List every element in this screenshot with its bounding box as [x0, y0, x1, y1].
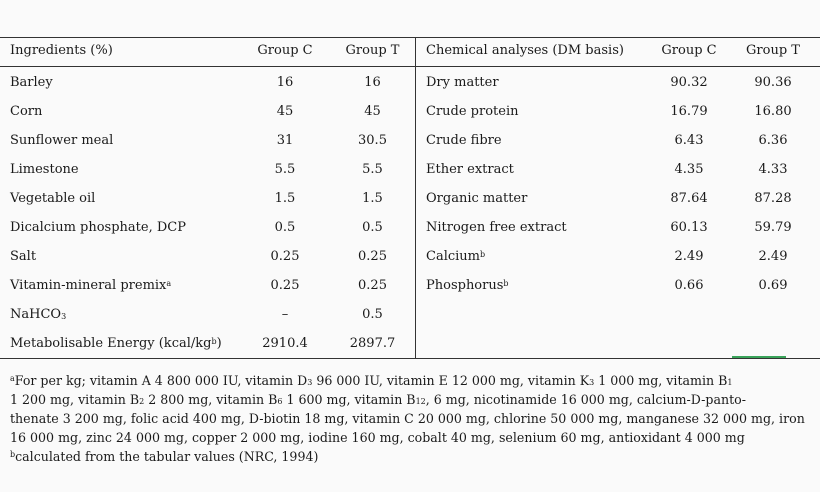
ingredient-row-group-c-value: 0.5: [274, 220, 296, 235]
analysis-row-group-t-value: 6.36: [758, 133, 788, 148]
header-rule: [0, 66, 820, 67]
analysis-row-label: Dry matter: [426, 75, 499, 90]
ingredient-row-group-t-value: 0.5: [362, 307, 383, 322]
ingredient-row-label: Salt: [10, 249, 37, 264]
analysis-row-label: Ether extract: [426, 162, 514, 177]
ingredient-row-label: NaHCO3: [10, 307, 67, 322]
header-group-t-left: Group T: [345, 43, 400, 58]
ingredient-row-group-c-value: 16: [276, 75, 294, 90]
ingredient-row-group-c-value: 0.25: [270, 249, 300, 264]
analysis-row-group-t-value: 2.49: [758, 249, 788, 264]
ingredient-row-group-c-value: 31: [276, 133, 294, 148]
ingredient-row-group-c-value: 1.5: [274, 191, 296, 206]
ingredient-row-group-t-value: 2897.7: [349, 336, 396, 351]
ingredient-row-group-c-value: 5.5: [274, 162, 296, 177]
ingredient-row-group-c-value: –: [281, 307, 289, 322]
analysis-row-group-c-value: 60.13: [670, 220, 708, 235]
analysis-row-group-c-value: 87.64: [670, 191, 708, 206]
footnote-b: bcalculated from the tabular values (NRC…: [10, 449, 319, 464]
footnote-a-line-4: 16 000 mg, zinc 24 000 mg, copper 2 000 …: [10, 430, 745, 445]
ingredient-row-group-t-value: 30.5: [358, 133, 387, 148]
footnote-a-line-2: 1 200 mg, vitamin B2 2 800 mg, vitamin B…: [10, 392, 746, 407]
header-ingredients: Ingredients (%): [10, 43, 113, 58]
footnote-a-line-3: thenate 3 200 mg, folic acid 400 mg, D-b…: [10, 411, 805, 426]
analysis-row-group-c-value: 6.43: [674, 133, 704, 148]
ingredient-row-label: Corn: [10, 104, 43, 119]
analysis-row-label: Nitrogen free extract: [426, 220, 567, 235]
analysis-row-group-c-value: 0.66: [674, 278, 704, 293]
footnote-a-line-1: aFor per kg; vitamin A 4 800 000 IU, vit…: [10, 373, 733, 388]
ingredient-row-group-c-value: 0.25: [270, 278, 300, 293]
header-group-c-left: Group C: [257, 43, 313, 58]
ingredient-row-label: Barley: [10, 75, 53, 90]
ingredient-row-label: Vegetable oil: [10, 191, 96, 206]
ingredient-row-label: Sunflower meal: [10, 133, 114, 148]
analysis-row-group-t-value: 59.79: [754, 220, 792, 235]
analysis-row-group-t-value: 90.36: [754, 75, 792, 90]
ingredient-row-group-t-value: 16: [364, 75, 381, 90]
analysis-row-label: Crude protein: [426, 104, 519, 119]
analysis-row-group-t-value: 0.69: [758, 278, 788, 293]
analysis-row-group-t-value: 16.80: [754, 104, 792, 119]
analysis-row-group-t-value: 4.33: [758, 162, 788, 177]
analysis-row-label: Calciumb: [426, 249, 486, 264]
ingredient-row-group-t-value: 45: [364, 104, 381, 119]
ingredient-row-group-t-value: 0.5: [362, 220, 383, 235]
header-group-t-right: Group T: [746, 43, 800, 58]
analysis-row-label: Phosphorusb: [426, 278, 509, 293]
header-group-c-right: Group C: [661, 43, 717, 58]
analysis-row-group-t-value: 87.28: [754, 191, 792, 206]
ingredient-row-label: Limestone: [10, 162, 79, 177]
ingredient-row-group-t-value: 0.25: [358, 278, 387, 293]
bottom-rule: [0, 358, 820, 359]
ingredient-row-group-t-value: 0.25: [358, 249, 387, 264]
analysis-row-group-c-value: 4.35: [674, 162, 704, 177]
top-rule: [0, 37, 820, 38]
ingredient-row-label: Metabolisable Energy (kcal/kgb): [10, 336, 222, 351]
ingredient-row-group-t-value: 5.5: [362, 162, 383, 177]
ingredient-row-group-c-value: 45: [276, 104, 294, 119]
analysis-row-label: Organic matter: [426, 191, 528, 206]
ingredient-row-label: Vitamin-mineral premixa: [10, 278, 172, 293]
analysis-row-group-c-value: 16.79: [670, 104, 708, 119]
analysis-row-group-c-value: 2.49: [674, 249, 704, 264]
column-divider: [415, 37, 416, 359]
analysis-row-label: Crude fibre: [426, 133, 502, 148]
ingredient-row-group-c-value: 2910.4: [262, 336, 308, 351]
header-chemical-analyses: Chemical analyses (DM basis): [426, 43, 624, 58]
ingredient-row-group-t-value: 1.5: [362, 191, 383, 206]
accent-mark: [732, 356, 786, 358]
ingredient-row-label: Dicalcium phosphate, DCP: [10, 220, 186, 235]
analysis-row-group-c-value: 90.32: [670, 75, 708, 90]
